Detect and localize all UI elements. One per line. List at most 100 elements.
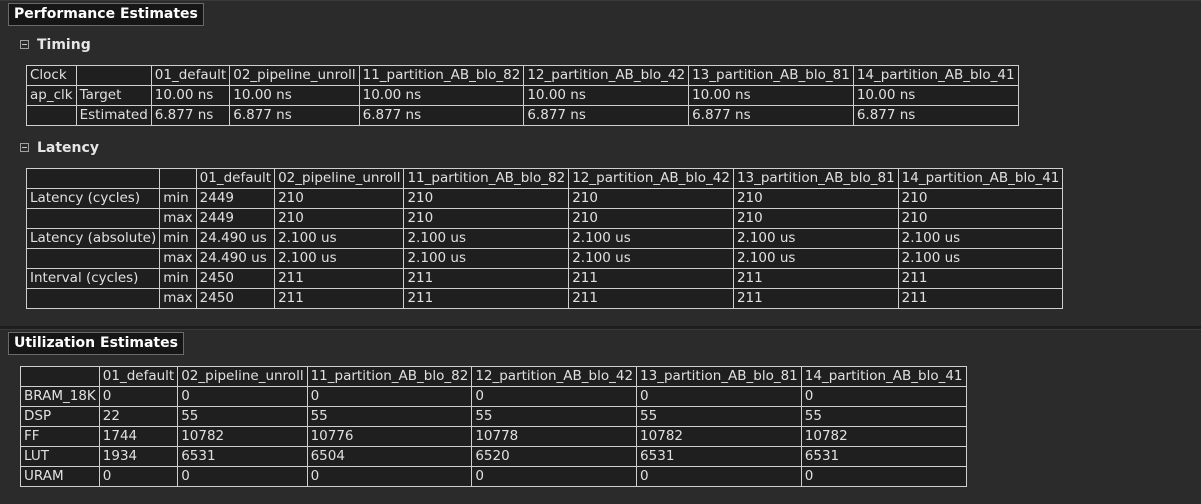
latency-value: 210 — [403, 188, 570, 209]
latency-value: 210 — [568, 208, 734, 229]
latency-value: 211 — [897, 288, 1064, 309]
utilization-header-row: 01_default 02_pipeline_unroll 11_partition… — [20, 366, 967, 387]
latency-value: 210 — [897, 188, 1064, 209]
latency-value: 211 — [897, 268, 1064, 289]
timing-title: Timing — [37, 37, 91, 53]
blank-header-cell — [75, 65, 152, 86]
solution-header: 14_partition_AB_blo_41 — [800, 366, 967, 387]
utilization-value: 10782 — [800, 426, 967, 447]
performance-estimates-header: Performance Estimates — [8, 3, 204, 26]
utilization-value: 0 — [800, 466, 967, 487]
latency-value: 211 — [403, 268, 570, 289]
table-row: Latency (absolute) min 24.490 us 2.100 us 2.… — [25, 228, 1064, 249]
timing-row-label: Estimated — [75, 105, 152, 126]
table-row: max 24.490 us 2.100 us 2.100 us 2.100 us 2.10… — [25, 248, 1064, 269]
resource-label: FF — [20, 426, 100, 447]
table-row: FF 1744 10782 10776 10778 10782 10782 — [20, 426, 967, 447]
utilization-value: 1934 — [98, 446, 179, 467]
utilization-value: 6531 — [636, 446, 802, 467]
min-max-label: min — [159, 268, 197, 289]
solution-header: 14_partition_AB_blo_41 — [897, 168, 1064, 189]
solution-header: 02_pipeline_unroll — [177, 366, 308, 387]
solution-header: 02_pipeline_unroll — [274, 168, 405, 189]
latency-value: 210 — [403, 208, 570, 229]
utilization-value: 1744 — [98, 426, 179, 447]
utilization-value: 0 — [471, 466, 638, 487]
table-row: LUT 1934 6531 6504 6520 6531 6531 — [20, 446, 967, 467]
blank-cell — [26, 105, 77, 126]
min-max-label: min — [159, 228, 197, 249]
timing-value: 10.00 ns — [229, 85, 360, 106]
utilization-value: 55 — [636, 406, 802, 427]
timing-subheading[interactable]: Timing — [20, 37, 91, 53]
latency-value: 211 — [274, 288, 405, 309]
timing-value: 6.877 ns — [523, 105, 690, 126]
solution-header: 13_partition_AB_blo_81 — [636, 366, 802, 387]
latency-value: 2449 — [195, 208, 276, 229]
min-max-label: max — [159, 208, 197, 229]
latency-table: 01_default 02_pipeline_unroll 11_partition… — [25, 168, 1064, 309]
timing-value: 6.877 ns — [358, 105, 525, 126]
timing-value: 10.00 ns — [688, 85, 854, 106]
latency-value: 2449 — [195, 188, 276, 209]
latency-value: 2.100 us — [568, 248, 734, 269]
collapse-icon[interactable] — [20, 40, 29, 49]
utilization-value: 6531 — [800, 446, 967, 467]
utilization-value: 6504 — [306, 446, 473, 467]
table-row: Latency (cycles) min 2449 210 210 210 210 210 — [25, 188, 1064, 209]
latency-value: 211 — [732, 288, 899, 309]
utilization-value: 6520 — [471, 446, 638, 467]
latency-value: 211 — [274, 268, 405, 289]
latency-header-row: 01_default 02_pipeline_unroll 11_partition… — [25, 168, 1064, 189]
clock-column-header: Clock — [26, 65, 77, 86]
table-row: Estimated 6.877 ns 6.877 ns 6.877 ns 6.877 n… — [26, 105, 1019, 126]
utilization-value: 10782 — [177, 426, 308, 447]
timing-value: 6.877 ns — [229, 105, 360, 126]
collapse-icon[interactable] — [20, 143, 29, 152]
latency-value: 211 — [568, 268, 734, 289]
solution-header: 11_partition_AB_blo_82 — [358, 65, 525, 86]
table-row: ap_clk Target 10.00 ns 10.00 ns 10.00 ns 10.0… — [26, 85, 1019, 106]
solution-header: 01_default — [195, 168, 276, 189]
latency-value: 211 — [732, 268, 899, 289]
utilization-estimates-section: Utilization Estimates 01_default 02_pipel… — [0, 329, 1201, 504]
clock-name: ap_clk — [26, 85, 77, 106]
utilization-value: 0 — [800, 386, 967, 407]
latency-value: 2.100 us — [897, 248, 1064, 269]
blank-cell — [25, 208, 161, 229]
latency-value: 2.100 us — [897, 228, 1064, 249]
latency-metric-label: Latency (cycles) — [25, 188, 161, 209]
utilization-value: 0 — [306, 386, 473, 407]
blank-cell — [25, 248, 161, 269]
latency-value: 210 — [732, 188, 899, 209]
table-row: BRAM_18K 0 0 0 0 0 0 — [20, 386, 967, 407]
utilization-value: 0 — [636, 466, 802, 487]
table-row: Interval (cycles) min 2450 211 211 211 211 211 — [25, 268, 1064, 289]
timing-table: Clock 01_default 02_pipeline_unroll 11_part… — [26, 65, 1019, 126]
utilization-value: 55 — [471, 406, 638, 427]
utilization-value: 0 — [471, 386, 638, 407]
latency-value: 2.100 us — [403, 248, 570, 269]
utilization-value: 10776 — [306, 426, 473, 447]
blank-header-cell — [20, 366, 100, 387]
table-row: max 2450 211 211 211 211 211 — [25, 288, 1064, 309]
min-max-label: max — [159, 288, 197, 309]
timing-header-row: Clock 01_default 02_pipeline_unroll 11_part… — [26, 65, 1019, 86]
latency-value: 210 — [274, 208, 405, 229]
latency-value: 211 — [568, 288, 734, 309]
latency-subheading[interactable]: Latency — [20, 140, 99, 156]
utilization-value: 0 — [636, 386, 802, 407]
min-max-label: min — [159, 188, 197, 209]
latency-value: 2.100 us — [274, 248, 405, 269]
solution-header: 12_partition_AB_blo_42 — [523, 65, 690, 86]
utilization-value: 0 — [177, 466, 308, 487]
timing-row-label: Target — [75, 85, 152, 106]
timing-value: 10.00 ns — [523, 85, 690, 106]
latency-value: 2.100 us — [403, 228, 570, 249]
timing-value: 6.877 ns — [688, 105, 854, 126]
table-row: max 2449 210 210 210 210 210 — [25, 208, 1064, 229]
latency-value: 2.100 us — [568, 228, 734, 249]
latency-value: 210 — [274, 188, 405, 209]
solution-header: 12_partition_AB_blo_42 — [568, 168, 734, 189]
solution-header: 12_partition_AB_blo_42 — [471, 366, 638, 387]
